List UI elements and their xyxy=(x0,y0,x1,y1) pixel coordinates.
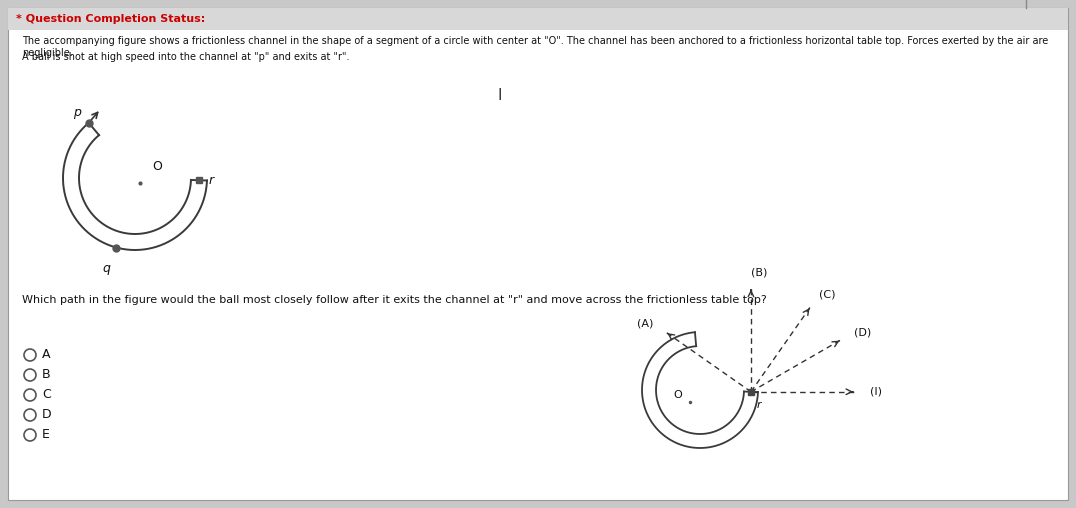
Text: D: D xyxy=(42,408,52,422)
Text: p: p xyxy=(73,106,81,119)
Text: (B): (B) xyxy=(751,268,767,278)
Text: O: O xyxy=(674,390,682,400)
Text: B: B xyxy=(42,368,51,382)
Text: A: A xyxy=(42,348,51,362)
Text: (I): (I) xyxy=(870,387,882,397)
Text: I: I xyxy=(498,87,502,103)
Text: E: E xyxy=(42,429,49,441)
Text: * Question Completion Status:: * Question Completion Status: xyxy=(16,14,206,24)
Text: (D): (D) xyxy=(854,327,872,337)
Text: O: O xyxy=(152,160,161,173)
Bar xyxy=(8,8,1068,30)
Text: (C): (C) xyxy=(819,289,836,299)
Text: (A): (A) xyxy=(637,319,653,329)
Text: C: C xyxy=(42,389,51,401)
Text: r: r xyxy=(209,174,214,187)
Text: A ball is shot at high speed into the channel at "p" and exits at "r".: A ball is shot at high speed into the ch… xyxy=(22,52,350,62)
Text: Which path in the figure would the ball most closely follow after it exits the c: Which path in the figure would the ball … xyxy=(22,295,767,305)
Text: r: r xyxy=(758,400,762,410)
Text: q: q xyxy=(102,262,111,274)
Text: The accompanying figure shows a frictionless channel in the shape of a segment o: The accompanying figure shows a friction… xyxy=(22,36,1048,57)
